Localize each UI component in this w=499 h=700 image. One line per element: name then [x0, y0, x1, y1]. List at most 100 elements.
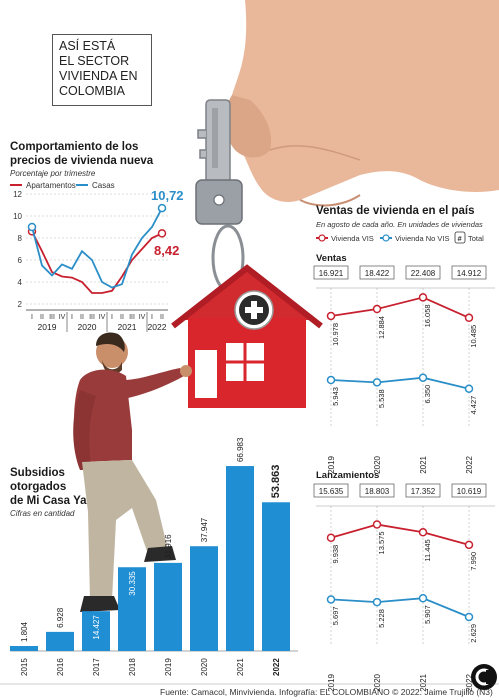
subsidio-value-label: 53.863	[270, 465, 282, 499]
total-value: 10.619	[457, 487, 482, 496]
panel-line-vis	[330, 296, 470, 319]
price-ytick-label: 12	[13, 190, 22, 199]
subsidio-value-label: 6.928	[56, 607, 65, 628]
total-value: 18.803	[365, 487, 390, 496]
panel-year-label: 2022	[465, 673, 474, 691]
panel-value-label-novis: 5.697	[331, 606, 340, 625]
price-quarter-label: I	[31, 314, 33, 321]
price-quarter-label: II	[80, 314, 84, 321]
subsidios-subtitle: Cifras en cantidad	[10, 509, 75, 518]
panel-value-label-novis: 5.538	[377, 389, 386, 408]
legend-total-symbol: #	[458, 234, 463, 243]
panel-value-label-novis: 6.350	[423, 385, 432, 404]
price-start-marker-casas	[27, 222, 37, 232]
price-quarter-label: IV	[59, 314, 66, 321]
price-quarter-label: I	[111, 314, 113, 321]
subsidio-value-label: 1.804	[20, 621, 29, 642]
panel-marker-vis	[326, 311, 336, 321]
panel-line-vis	[330, 523, 470, 546]
price-ytick-label: 10	[13, 212, 22, 221]
subsidios-section: Subsidios otorgados de Mi Casa Ya Cifras…	[10, 437, 298, 676]
price-ytick-label: 4	[18, 278, 23, 287]
total-box	[451, 265, 487, 280]
panel-marker-novis	[464, 612, 474, 622]
subsidio-year-label: 2017	[92, 658, 101, 676]
header-line-3: vivienda en	[59, 69, 138, 83]
apartamentos-last-label: 8,42	[154, 243, 179, 258]
panel-marker-novis	[418, 373, 428, 382]
legend-apartamentos: Apartamentos	[26, 181, 76, 190]
subsidios-title-line3: de Mi Casa Ya	[10, 495, 87, 507]
hand-figure	[224, 0, 499, 207]
price-quarter-label: IV	[139, 314, 146, 321]
panel-marker-vis	[418, 528, 428, 537]
subsidios-title-line2: otorgados	[10, 481, 66, 493]
price-year-label: 2021	[118, 322, 137, 332]
price-chart-subtitle: Porcentaje por trimestre	[10, 169, 96, 178]
panel-year-label: 2020	[373, 673, 382, 691]
header-line-1: Así está	[59, 39, 116, 53]
price-ytick-label: 6	[18, 256, 23, 265]
price-year-label: 2019	[38, 322, 57, 332]
legend-vis: Vivienda VIS	[331, 234, 374, 243]
total-value: 16.921	[319, 269, 344, 278]
total-box	[451, 483, 487, 498]
panel-marker-novis	[372, 597, 382, 607]
legend-vis-marker	[318, 234, 326, 242]
ventas-section: Ventas de vivienda en el país En agosto …	[313, 205, 495, 692]
subsidio-year-label: 2018	[128, 658, 137, 676]
panel-value-label-novis: 2.629	[469, 624, 478, 643]
header-title-box: Así está el sector vivienda en Colombia	[52, 34, 152, 106]
panel-value-label-vis: 7.990	[469, 552, 478, 571]
header-line-4: Colombia	[59, 84, 125, 98]
subsidio-value-label: 37.947	[200, 517, 209, 542]
panel-marker-novis	[418, 593, 428, 603]
price-quarter-label: II	[120, 314, 124, 321]
panel-value-label-novis: 4.427	[469, 396, 478, 415]
total-value: 18.422	[365, 269, 390, 278]
subsidio-value-label: 14.427	[92, 615, 101, 640]
total-box	[313, 483, 349, 498]
panel-marker-novis	[372, 378, 382, 387]
subsidio-bar	[154, 562, 182, 651]
subsidio-value-label: 31.916	[164, 534, 173, 559]
panel-year-label: 2021	[419, 455, 428, 473]
price-year-label: 2020	[78, 322, 97, 332]
subsidio-year-label: 2021	[236, 658, 245, 676]
subsidio-bar	[82, 611, 110, 651]
legend-total: Total	[468, 234, 484, 243]
price-quarter-label: I	[71, 314, 73, 321]
ventas-title: Ventas de vivienda en el país	[316, 205, 475, 217]
price-ytick-label: 8	[18, 234, 23, 243]
subsidio-year-label: 2022	[272, 658, 281, 676]
price-quarter-label: II	[40, 314, 44, 321]
price-quarter-label: III	[89, 314, 95, 321]
subsidio-year-label: 2016	[56, 658, 65, 676]
total-box	[405, 265, 441, 280]
footer-source: Fuente: Camacol, Minvivienda. Infografía…	[160, 687, 493, 697]
man-climbing-figure	[73, 332, 192, 612]
price-chart-title-line1: Comportamiento de los	[10, 141, 138, 153]
price-quarter-label: I	[151, 314, 153, 321]
price-line-casas	[31, 207, 163, 289]
panel-year-label: 2022	[465, 455, 474, 473]
header-line-2: el sector	[59, 54, 130, 68]
panel-value-label-vis: 16.058	[423, 304, 432, 327]
total-value: 22.408	[411, 269, 436, 278]
subsidio-value-label: 66.983	[236, 437, 245, 462]
el-colombiano-logo-icon	[471, 664, 497, 690]
panel-marker-novis	[326, 595, 336, 604]
legend-casas: Casas	[92, 181, 115, 190]
house-plus-icon	[171, 264, 323, 408]
legend-total-box	[454, 231, 466, 244]
panel-marker-novis	[464, 384, 474, 393]
subsidio-year-label: 2019	[164, 658, 173, 676]
panel-marker-vis	[418, 293, 428, 302]
panel-year-label: 2019	[327, 673, 336, 691]
panel-marker-vis	[372, 520, 382, 529]
subsidio-value-label: 30.335	[128, 571, 137, 596]
panel-year-label: 2019	[327, 455, 336, 473]
panel-value-label-vis: 10.485	[469, 325, 478, 348]
price-end-marker-casas	[157, 203, 167, 213]
